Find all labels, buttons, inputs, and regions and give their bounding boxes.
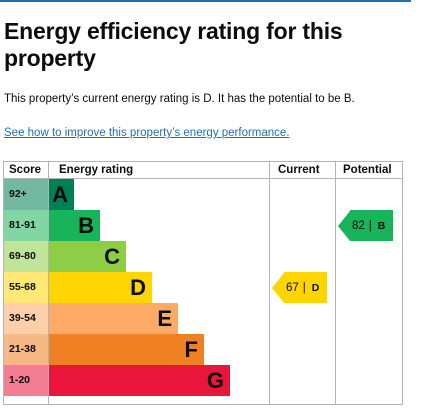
potential-tag-arrow bbox=[338, 210, 350, 241]
band-bar: F bbox=[49, 334, 204, 365]
current-tag-arrow bbox=[272, 272, 284, 303]
band-score: 81-91 bbox=[4, 210, 48, 241]
band-score: 21-38 bbox=[4, 334, 48, 365]
header-energy-rating: Energy rating bbox=[59, 164, 134, 176]
potential-rating-letter: B bbox=[377, 219, 386, 232]
band-score: 39-54 bbox=[4, 303, 48, 334]
band-letter: E bbox=[157, 306, 172, 331]
potential-rating-value: 82 bbox=[352, 219, 365, 232]
energy-rating-table: Score Energy rating Current Potential 92… bbox=[3, 161, 403, 405]
divider bbox=[335, 162, 336, 404]
band-bar: E bbox=[49, 303, 178, 334]
band-letter: D bbox=[130, 275, 146, 300]
current-rating-value: 67 bbox=[286, 281, 299, 294]
current-rating-letter: D bbox=[311, 281, 320, 294]
potential-rating-separator: | bbox=[368, 219, 372, 232]
current-rating-separator: | bbox=[302, 281, 306, 294]
band-bar: G bbox=[49, 365, 230, 396]
band-score: 55-68 bbox=[4, 272, 48, 303]
band-score: 92+ bbox=[4, 179, 48, 210]
page-title: Energy efficiency rating for this proper… bbox=[4, 18, 343, 71]
divider bbox=[48, 162, 49, 404]
improve-energy-link[interactable]: See how to improve this property’s energ… bbox=[4, 127, 290, 139]
header-potential: Potential bbox=[343, 164, 392, 176]
band-letter: G bbox=[206, 368, 224, 393]
header-score: Score bbox=[9, 164, 41, 176]
current-tag-body: 67 | D bbox=[284, 272, 328, 303]
band-letter: A bbox=[52, 182, 68, 207]
band-bar: C bbox=[49, 241, 126, 272]
current-rating-tag: 67 | D bbox=[272, 272, 328, 303]
band-bar: B bbox=[49, 210, 100, 241]
band-letter: C bbox=[104, 244, 120, 269]
band-letter: F bbox=[184, 337, 198, 362]
divider bbox=[269, 162, 270, 404]
rating-summary: This property’s current energy rating is… bbox=[4, 93, 355, 105]
band-score: 1-20 bbox=[4, 365, 48, 396]
header-divider bbox=[4, 178, 402, 179]
band-letter: B bbox=[78, 213, 94, 238]
band-score: 69-80 bbox=[4, 241, 48, 272]
potential-rating-tag: 82 | B bbox=[338, 210, 394, 241]
band-bar: A bbox=[49, 179, 74, 210]
top-rule bbox=[0, 0, 411, 2]
header-current: Current bbox=[278, 164, 320, 176]
band-bar: D bbox=[49, 272, 152, 303]
potential-tag-body: 82 | B bbox=[350, 210, 394, 241]
